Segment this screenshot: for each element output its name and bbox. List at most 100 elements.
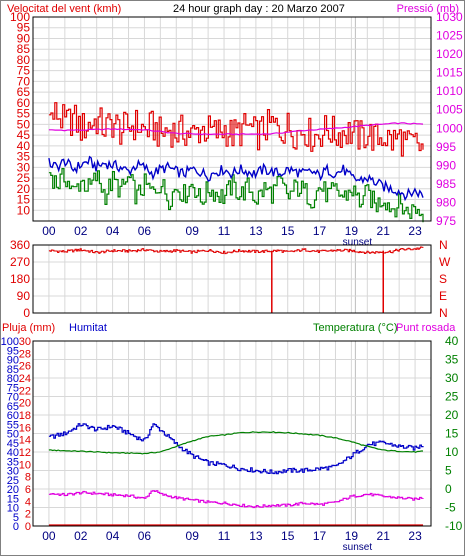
humidity-axis-title: Humitat <box>69 322 107 334</box>
climate-x-tick-label: 13 <box>249 529 263 543</box>
humidity-y-tick-label: 75 <box>7 382 19 394</box>
pressure-y-tick-label: 975 <box>436 214 456 228</box>
rain-axis-title: Pluja (mm) <box>2 322 55 334</box>
rain-y-tick-label: 12 <box>19 447 31 459</box>
pressure-y-tick-label: 995 <box>436 140 456 154</box>
compass-label: W <box>439 255 451 269</box>
pressure-y-tick-label: 1030 <box>436 10 463 24</box>
climate-x-tick-label: 15 <box>281 529 295 543</box>
pressure-y-tick-label: 1020 <box>436 47 463 61</box>
rain-y-tick-label: 6 <box>25 484 31 496</box>
pressure-axis-title: Pressió (mb) <box>397 3 459 15</box>
temperature-y-tick-label: 25 <box>445 390 459 404</box>
temperature-y-tick-label: 15 <box>445 427 459 441</box>
humidity-y-tick-label: 0 <box>13 521 19 533</box>
climate-x-tick-label: 23 <box>408 529 422 543</box>
temperature-y-tick-label: 10 <box>445 445 459 459</box>
wind-x-tick-label: 09 <box>186 224 200 238</box>
compass-label: N <box>439 238 448 252</box>
humidity-y-tick-label: 100 <box>1 336 19 348</box>
wind-x-tick-label: 19 <box>345 224 359 238</box>
humidity-y-tick-label: 30 <box>7 466 19 478</box>
dewpoint-line <box>48 490 424 509</box>
wind-y-tick-label: 45 <box>17 128 31 142</box>
direction-border <box>32 244 432 314</box>
wind-x-tick-label: 17 <box>313 224 327 238</box>
wind-y-tick-label: 90 <box>17 31 31 45</box>
climate-x-tick-label: 11 <box>218 529 231 543</box>
humidity-y-tick-label: 95 <box>7 345 19 357</box>
pressure-y-tick-label: 980 <box>436 195 456 209</box>
humidity-y-tick-label: 10 <box>7 503 19 515</box>
wind-x-tick-label: 15 <box>281 224 295 238</box>
wind-y-tick-label: 65 <box>17 85 31 99</box>
climate-sunset-label: sunset <box>343 542 373 553</box>
climate-x-tick-label: 09 <box>186 529 200 543</box>
wind-y-tick-label: 30 <box>17 160 31 174</box>
pressure-y-tick-label: 1005 <box>436 103 463 117</box>
chart-title: 24 hour graph day : 20 Marzo 2007 <box>173 3 345 15</box>
compass-label: S <box>439 272 447 286</box>
pressure-y-tick-label: 1015 <box>436 66 463 80</box>
temperature-y-tick-label: 40 <box>445 334 459 348</box>
wind-y-tick-label: 40 <box>17 139 31 153</box>
rain-y-tick-label: 20 <box>19 398 31 410</box>
rain-y-tick-label: 4 <box>25 496 31 508</box>
rain-y-tick-label: 2 <box>25 509 31 521</box>
temperature-y-tick-label: 20 <box>445 408 459 422</box>
wind-x-tick-label: 13 <box>249 224 263 238</box>
direction-y-tick-label: 180 <box>10 272 30 286</box>
wind-y-tick-label: 100 <box>10 10 30 24</box>
humidity-y-tick-label: 20 <box>7 484 19 496</box>
climate-border <box>32 340 432 527</box>
rain-y-tick-label: 24 <box>19 373 31 385</box>
compass-label: N <box>439 306 448 320</box>
humidity-y-tick-label: 85 <box>7 364 19 376</box>
pressure-y-tick-label: 1000 <box>436 121 463 135</box>
wind-y-tick-label: 20 <box>17 182 31 196</box>
temperature-y-tick-label: 30 <box>445 371 459 385</box>
wind-x-tick-label: 00 <box>42 224 56 238</box>
rain-y-tick-label: 28 <box>19 348 31 360</box>
climate-x-tick-label: 06 <box>138 529 152 543</box>
dewpoint-axis-title: Punt rosada <box>396 322 456 334</box>
humidity-y-tick-label: 70 <box>7 392 19 404</box>
rain-y-tick-label: 14 <box>19 435 31 447</box>
wind-border <box>32 16 432 222</box>
humidity-y-tick-label: 25 <box>7 475 19 487</box>
wind-y-tick-label: 95 <box>17 21 31 35</box>
pressure-y-tick-label: 985 <box>436 177 456 191</box>
wind-y-tick-label: 50 <box>17 117 31 131</box>
wind-sunset-label: sunset <box>343 237 373 248</box>
pressure-line <box>48 122 424 136</box>
climate-x-tick-label: 04 <box>106 529 120 543</box>
direction-y-tick-label: 270 <box>10 255 30 269</box>
wind-axis-title: Velocitat del vent (kmh) <box>7 3 121 15</box>
rain-y-tick-label: 16 <box>19 422 31 434</box>
humidity-y-tick-label: 45 <box>7 438 19 450</box>
wind-x-tick-label: 21 <box>377 224 391 238</box>
direction-y-tick-label: 360 <box>10 238 30 252</box>
pressure-y-tick-label: 1025 <box>436 29 463 43</box>
direction-y-tick-label: 0 <box>23 306 30 320</box>
humidity-y-tick-label: 5 <box>13 512 19 524</box>
rain-y-tick-label: 26 <box>19 361 31 373</box>
wind-y-tick-label: 35 <box>17 150 31 164</box>
temperature-y-tick-label: 5 <box>445 464 452 478</box>
humidity-y-tick-label: 50 <box>7 429 19 441</box>
wind-x-tick-label: 06 <box>138 224 152 238</box>
humidity-y-tick-label: 40 <box>7 447 19 459</box>
wind-y-tick-label: 80 <box>17 53 31 67</box>
wind-gust-line <box>48 102 424 157</box>
wind-y-tick-label: 25 <box>17 171 31 185</box>
wind-x-tick-label: 23 <box>408 224 422 238</box>
humidity-y-tick-label: 80 <box>7 373 19 385</box>
wind-y-tick-label: 55 <box>17 107 31 121</box>
temperature-y-tick-label: -5 <box>445 501 456 515</box>
wind-minimum-line <box>48 168 424 223</box>
wind-x-tick-label: 11 <box>218 224 231 238</box>
rain-y-tick-label: 10 <box>19 459 31 471</box>
